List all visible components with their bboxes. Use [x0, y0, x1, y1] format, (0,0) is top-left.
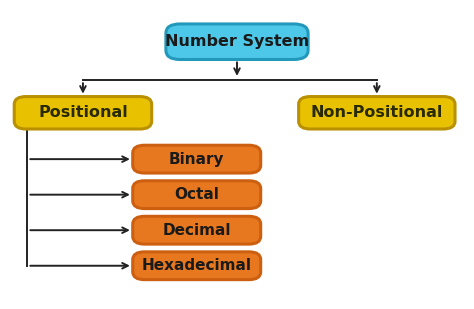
Text: Positional: Positional [38, 105, 128, 120]
Text: Non-Positional: Non-Positional [310, 105, 443, 120]
FancyBboxPatch shape [133, 252, 261, 280]
Text: Binary: Binary [169, 152, 225, 167]
FancyBboxPatch shape [299, 96, 455, 129]
FancyBboxPatch shape [133, 216, 261, 244]
FancyBboxPatch shape [133, 145, 261, 173]
Text: Hexadecimal: Hexadecimal [142, 258, 252, 273]
Text: Decimal: Decimal [163, 223, 231, 238]
Text: Octal: Octal [174, 187, 219, 202]
Text: Number System: Number System [165, 34, 309, 49]
FancyBboxPatch shape [166, 24, 308, 59]
FancyBboxPatch shape [133, 181, 261, 209]
FancyBboxPatch shape [14, 96, 152, 129]
